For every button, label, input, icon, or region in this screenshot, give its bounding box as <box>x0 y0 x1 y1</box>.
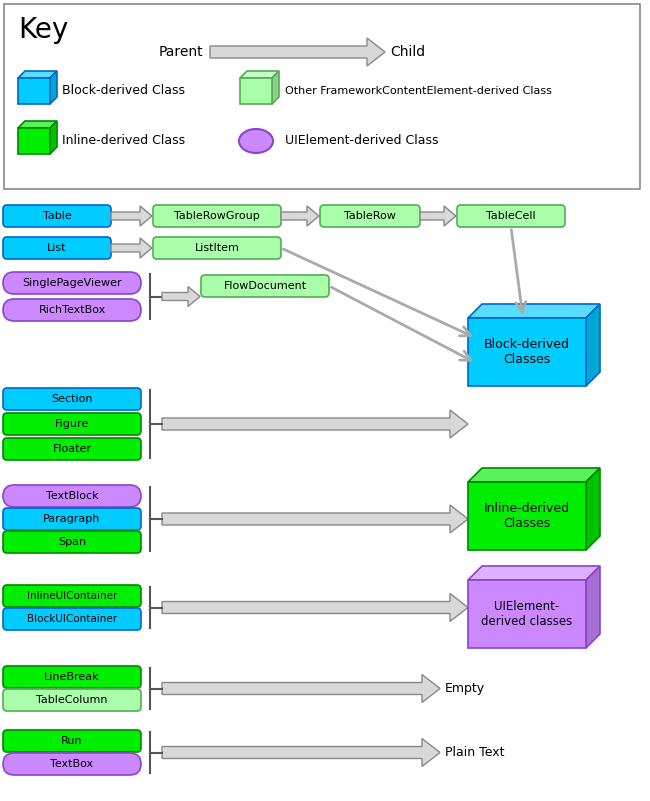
Text: Inline-derived Class: Inline-derived Class <box>62 135 185 147</box>
Text: TextBox: TextBox <box>51 759 94 769</box>
Text: TableRow: TableRow <box>344 211 396 221</box>
FancyBboxPatch shape <box>3 272 141 294</box>
FancyBboxPatch shape <box>3 531 141 553</box>
FancyBboxPatch shape <box>3 753 141 775</box>
Text: BlockUIContainer: BlockUIContainer <box>27 614 117 624</box>
Text: Paragraph: Paragraph <box>44 514 101 524</box>
Text: Other FrameworkContentElement-derived Class: Other FrameworkContentElement-derived Cl… <box>285 86 552 96</box>
Polygon shape <box>162 594 468 622</box>
FancyBboxPatch shape <box>3 508 141 530</box>
FancyBboxPatch shape <box>3 205 111 227</box>
Text: Table: Table <box>43 211 72 221</box>
Bar <box>18 78 50 104</box>
FancyBboxPatch shape <box>153 237 281 259</box>
FancyBboxPatch shape <box>3 438 141 460</box>
Bar <box>18 128 50 154</box>
FancyBboxPatch shape <box>3 388 141 410</box>
Bar <box>468 482 586 550</box>
Polygon shape <box>281 206 319 226</box>
Text: TextBlock: TextBlock <box>46 491 98 501</box>
FancyBboxPatch shape <box>3 485 141 507</box>
Bar <box>4 4 640 189</box>
Polygon shape <box>162 287 200 307</box>
Text: Run: Run <box>61 736 83 746</box>
Polygon shape <box>18 121 57 128</box>
Polygon shape <box>162 410 468 438</box>
Text: Section: Section <box>51 394 93 404</box>
Polygon shape <box>468 566 600 580</box>
Polygon shape <box>586 566 600 648</box>
Polygon shape <box>210 38 385 66</box>
FancyBboxPatch shape <box>320 205 420 227</box>
Bar <box>468 580 586 648</box>
Polygon shape <box>420 206 456 226</box>
Polygon shape <box>162 739 440 767</box>
Text: Parent: Parent <box>159 45 203 59</box>
Polygon shape <box>468 468 600 482</box>
Text: Block-derived
Classes: Block-derived Classes <box>484 338 570 366</box>
FancyBboxPatch shape <box>3 237 111 259</box>
Text: UIElement-derived Class: UIElement-derived Class <box>285 135 439 147</box>
FancyBboxPatch shape <box>3 666 141 688</box>
Text: List: List <box>47 243 67 253</box>
Text: Key: Key <box>18 16 68 44</box>
FancyBboxPatch shape <box>457 205 565 227</box>
Text: LineBreak: LineBreak <box>44 672 100 682</box>
Text: FlowDocument: FlowDocument <box>224 281 307 291</box>
Polygon shape <box>468 304 600 318</box>
Polygon shape <box>111 238 152 258</box>
FancyBboxPatch shape <box>3 585 141 607</box>
Text: TableCell: TableCell <box>486 211 536 221</box>
Polygon shape <box>586 304 600 386</box>
Text: InlineUIContainer: InlineUIContainer <box>27 591 117 601</box>
Text: Figure: Figure <box>55 419 89 429</box>
Polygon shape <box>162 505 468 533</box>
Ellipse shape <box>239 129 273 153</box>
Bar <box>240 78 272 104</box>
Text: Block-derived Class: Block-derived Class <box>62 84 185 98</box>
FancyBboxPatch shape <box>3 299 141 321</box>
Bar <box>468 318 586 386</box>
FancyBboxPatch shape <box>3 413 141 435</box>
Text: RichTextBox: RichTextBox <box>38 305 105 315</box>
Text: Child: Child <box>390 45 425 59</box>
FancyBboxPatch shape <box>153 205 281 227</box>
Polygon shape <box>162 674 440 702</box>
FancyBboxPatch shape <box>201 275 329 297</box>
Text: ListItem: ListItem <box>194 243 239 253</box>
Text: TableRowGroup: TableRowGroup <box>174 211 260 221</box>
Text: TableColumn: TableColumn <box>36 695 108 705</box>
Text: Plain Text: Plain Text <box>445 746 504 759</box>
Text: Floater: Floater <box>53 444 92 454</box>
Text: SinglePageViewer: SinglePageViewer <box>22 278 122 288</box>
Polygon shape <box>586 468 600 550</box>
Text: Empty: Empty <box>445 682 485 695</box>
FancyBboxPatch shape <box>3 608 141 630</box>
Polygon shape <box>18 71 57 78</box>
Polygon shape <box>111 206 152 226</box>
Polygon shape <box>50 71 57 104</box>
Text: Inline-derived
Classes: Inline-derived Classes <box>484 502 570 530</box>
Text: UIElement-
derived classes: UIElement- derived classes <box>482 600 573 628</box>
FancyBboxPatch shape <box>3 689 141 711</box>
Polygon shape <box>50 121 57 154</box>
FancyBboxPatch shape <box>3 730 141 752</box>
Polygon shape <box>272 71 279 104</box>
Polygon shape <box>240 71 279 78</box>
Text: Span: Span <box>58 537 86 547</box>
